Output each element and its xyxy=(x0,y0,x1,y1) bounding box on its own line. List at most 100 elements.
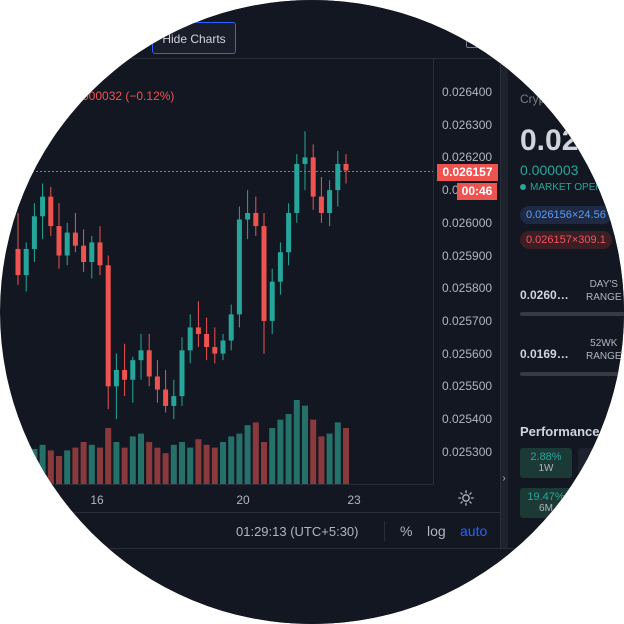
price-tick-label: 0.025600 xyxy=(442,346,493,361)
perf-cell-6m[interactable]: 19.47% 6M xyxy=(520,488,572,518)
status-dot-icon xyxy=(520,184,526,191)
candle-body xyxy=(122,369,128,380)
candle-body xyxy=(179,350,185,397)
price-tick-label: 0.026300 xyxy=(442,117,493,132)
bar-countdown-tag: 00:46 xyxy=(457,183,497,200)
candle-body xyxy=(302,157,308,164)
volume-bar xyxy=(64,450,71,484)
percent-scale-toggle[interactable]: % xyxy=(400,523,413,539)
52wk-range-bar xyxy=(520,372,624,376)
perf-cell-1m[interactable] xyxy=(578,448,624,478)
market-status: MARKET OPEN xyxy=(520,182,603,193)
timezone-clock[interactable]: 01:29:13 (UTC+5:30) xyxy=(236,524,359,539)
price-tick-label: 0.025800 xyxy=(442,281,493,296)
hide-charts-button[interactable]: Hide Charts xyxy=(152,22,236,54)
candle-body xyxy=(105,265,111,387)
candle-body xyxy=(113,369,119,387)
candle-body xyxy=(72,232,78,246)
volume-bar xyxy=(162,453,169,484)
candle-body xyxy=(163,389,169,406)
volume-bar xyxy=(113,442,120,484)
volume-bar xyxy=(334,422,341,484)
volume-bar xyxy=(244,425,251,484)
time-axis[interactable]: 16 20 23 xyxy=(0,484,433,513)
volume-bar xyxy=(318,436,325,484)
candle-body xyxy=(310,157,316,197)
volume-bar xyxy=(170,444,177,484)
days-range-label: DAY'S RANGE xyxy=(586,278,622,304)
candle-body xyxy=(23,248,29,276)
perf-cell-ytd[interactable] xyxy=(578,488,624,518)
candle-body xyxy=(195,327,201,334)
candle-body xyxy=(335,163,341,191)
log-scale-toggle[interactable]: log xyxy=(427,523,446,539)
volume-bar xyxy=(88,444,95,484)
perf-label: 1W xyxy=(538,463,554,474)
sun-icon[interactable] xyxy=(458,490,474,506)
perf-value: 19.47% xyxy=(527,491,565,503)
volume-bar xyxy=(39,444,46,484)
candle-body xyxy=(212,347,218,354)
candle-body xyxy=(146,350,152,377)
days-range-label-line: RANGE xyxy=(586,292,622,303)
candle-body xyxy=(204,333,210,348)
volume-bar xyxy=(261,442,267,484)
widget-footer xyxy=(0,548,624,624)
candle-body xyxy=(318,196,324,213)
price-change-text: 000032 (−0.12%) xyxy=(82,89,175,103)
52wk-range-label: 52WK RANGE xyxy=(586,337,622,363)
chevron-right-icon[interactable]: › xyxy=(502,473,506,484)
divider xyxy=(384,521,385,541)
days-range-value: 0.0260… xyxy=(520,288,569,302)
symbol-details-panel: Cryp 0.02 0.000003 MARKET OPEN 0.026156×… xyxy=(508,58,624,548)
panel-divider[interactable] xyxy=(500,0,509,548)
candle-body xyxy=(187,327,193,351)
candle-body xyxy=(277,252,283,282)
candle-body xyxy=(89,242,95,263)
volume-bar xyxy=(72,447,79,484)
price-tick-label: 0.025400 xyxy=(442,412,493,426)
price-tick-label: 0.025300 xyxy=(442,444,493,459)
volume-bar xyxy=(228,436,235,484)
candle-body xyxy=(269,281,275,321)
perf-cell-1w[interactable]: 2.88% 1W xyxy=(520,448,572,478)
volume-bar xyxy=(302,405,308,484)
candlestick-chart[interactable] xyxy=(0,58,433,484)
time-tick: 16 xyxy=(90,493,104,507)
candle-body xyxy=(253,212,259,227)
volume-bar xyxy=(310,419,317,484)
candle-body xyxy=(64,232,70,256)
volume-bar xyxy=(23,442,30,484)
volume-bar xyxy=(31,449,38,484)
candle-body xyxy=(97,242,103,266)
price-tick-label: 0.025500 xyxy=(442,379,493,394)
auto-scale-toggle[interactable]: auto xyxy=(460,523,488,539)
volume-bar xyxy=(293,400,300,484)
current-price-tag: 0.026157 xyxy=(437,164,498,181)
volume-bar xyxy=(138,433,144,484)
52wk-range-label-line: RANGE xyxy=(586,351,622,362)
volume-bar xyxy=(195,439,202,484)
candles xyxy=(15,131,349,419)
symbol-type: Cryp xyxy=(520,92,546,106)
candle-body xyxy=(327,190,333,213)
volume-bar xyxy=(97,447,103,484)
volume-bar xyxy=(211,447,218,484)
candle-body xyxy=(48,196,54,227)
volume-bar xyxy=(236,433,243,484)
ask-badge: 0.026157×309.1 xyxy=(520,231,612,249)
window-icon[interactable] xyxy=(466,36,480,48)
volume-bar xyxy=(105,428,112,484)
candle-body xyxy=(31,216,37,249)
volume-bar xyxy=(146,442,153,484)
52wk-range-value: 0.0169… xyxy=(520,347,569,361)
candle-body xyxy=(15,248,21,276)
price-tick-label: 0.026200 xyxy=(442,150,493,165)
volume-bar xyxy=(47,450,54,484)
candle-body xyxy=(220,340,226,354)
volume-bar xyxy=(187,447,194,484)
candle-body xyxy=(56,226,62,256)
volume-bars xyxy=(15,400,349,484)
volume-bar xyxy=(121,447,128,484)
price-axis[interactable]: 0.0264000.0263000.0262000.0261000.026000… xyxy=(433,58,501,484)
